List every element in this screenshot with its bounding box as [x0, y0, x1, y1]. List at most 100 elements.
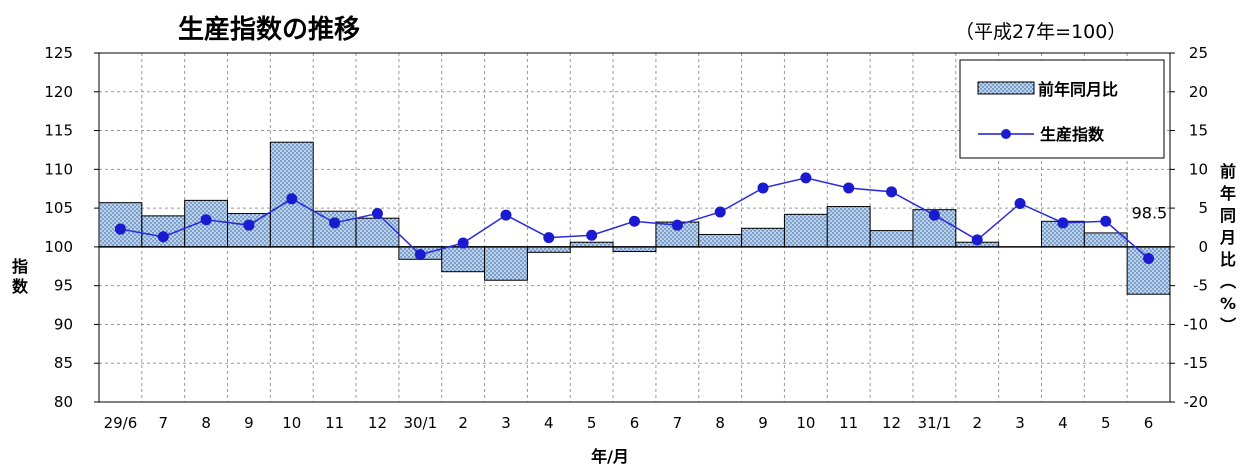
- right-axis-title-char: （: [1218, 273, 1237, 289]
- right-axis-title-char: %: [1220, 294, 1236, 313]
- legend-label-bar: 前年同月比: [1038, 80, 1118, 99]
- x-tick-label: 2: [458, 414, 468, 432]
- bar-8-14: [698, 233, 743, 248]
- right-axis-title-char: 月: [1219, 228, 1236, 247]
- x-tick-label: 2: [972, 414, 982, 432]
- x-tick-label: 5: [587, 414, 597, 432]
- x-tick-label: 5: [1101, 414, 1111, 432]
- point-11: [586, 229, 598, 241]
- left-axis-title-char: 数: [12, 277, 29, 296]
- annotation-98-5: 98.5: [1132, 204, 1168, 223]
- x-axis-ticks: 29/6 7 8 9 10 11 12 30/1 2 3 4 5 6 7 8 9 10 11 12 31/1 2 3 4 5 6: [104, 414, 1154, 432]
- left-tick-label: 85: [54, 354, 73, 372]
- point-0: [114, 223, 126, 235]
- point-19: [928, 209, 940, 221]
- point-5: [329, 217, 341, 229]
- x-tick-label: 12: [368, 414, 387, 432]
- x-tick-label: 3: [501, 414, 511, 432]
- bar-4-10: [526, 246, 571, 253]
- left-tick-label: 95: [54, 277, 73, 295]
- right-axis-title-char: 同: [1220, 206, 1236, 225]
- left-tick-label: 90: [54, 315, 73, 333]
- point-3: [243, 219, 255, 231]
- left-tick-label: 115: [44, 122, 73, 140]
- left-axis-ticks: 125 120 115 110 105 100 95 90 85 80: [44, 44, 99, 411]
- x-tick-label: 4: [544, 414, 554, 432]
- point-8: [457, 237, 469, 249]
- left-axis-title-char: 指: [12, 257, 28, 276]
- bar-12-6: [355, 217, 400, 248]
- point-23: [1100, 215, 1112, 227]
- point-17: [843, 182, 855, 194]
- left-tick-label: 110: [44, 160, 73, 178]
- point-7: [414, 249, 426, 261]
- legend-marker-swatch: [1001, 129, 1011, 139]
- x-tick-label: 29/6: [104, 414, 138, 432]
- legend-label-line: 生産指数: [1040, 125, 1105, 144]
- x-tick-label: 9: [758, 414, 768, 432]
- bar-11-5: [312, 210, 357, 248]
- right-tick-label: 15: [1189, 122, 1208, 140]
- point-2: [200, 214, 212, 226]
- x-tick-label: 6: [1144, 414, 1154, 432]
- point-1: [157, 231, 169, 243]
- bar-11-17: [826, 206, 871, 248]
- right-axis-title: 前年同月比 （% ）: [1218, 162, 1237, 333]
- right-tick-label: 20: [1189, 83, 1208, 101]
- bar-10-16: [783, 213, 828, 248]
- right-tick-label: -10: [1184, 315, 1209, 333]
- x-tick-label: 7: [673, 414, 683, 432]
- x-tick-label: 6: [630, 414, 640, 432]
- right-tick-label: 10: [1189, 160, 1208, 178]
- point-24: [1143, 253, 1155, 265]
- x-tick-label: 4: [1058, 414, 1068, 432]
- right-tick-label: -15: [1184, 354, 1209, 372]
- x-tick-label: 10: [796, 414, 815, 432]
- point-16: [800, 172, 812, 184]
- right-axis-ticks: 25 20 15 10 5 0 -5 -10 -15 -20: [1170, 44, 1208, 411]
- left-tick-label: 80: [54, 393, 73, 411]
- right-tick-label: 25: [1189, 44, 1208, 62]
- chart-title: 生産指数の推移: [178, 14, 360, 45]
- right-tick-label: -20: [1184, 393, 1209, 411]
- point-9: [500, 209, 512, 221]
- point-12: [629, 215, 640, 227]
- left-tick-label: 105: [44, 199, 73, 217]
- x-tick-label: 8: [715, 414, 725, 432]
- left-tick-label: 120: [44, 83, 73, 101]
- x-tick-label: 7: [158, 414, 168, 432]
- right-axis-title-char: 年: [1220, 184, 1236, 203]
- right-axis-title-char: 比: [1220, 250, 1236, 269]
- x-tick-label: 30/1: [403, 414, 437, 432]
- right-axis-title-char: ）: [1218, 317, 1237, 333]
- legend-box: [959, 59, 1165, 159]
- legend-bar-swatch: [977, 81, 1035, 95]
- plot-border: [98, 52, 1171, 403]
- right-tick-label: 0: [1198, 238, 1208, 256]
- right-axis-title-char: 前: [1220, 162, 1236, 181]
- left-tick-label: 100: [44, 238, 73, 256]
- x-tick-label: 10: [282, 414, 301, 432]
- point-20: [971, 234, 983, 246]
- x-tick-label: 3: [1015, 414, 1025, 432]
- chart-subtitle: （平成27年=100）: [955, 21, 1126, 43]
- x-tick-label: 11: [325, 414, 344, 432]
- bar-2-8: [441, 246, 486, 273]
- right-tick-label: -5: [1193, 277, 1208, 295]
- legend: 前年同月比 生産指数: [959, 59, 1165, 159]
- right-tick-label: 5: [1198, 199, 1208, 217]
- bar-12-18: [869, 230, 914, 248]
- point-15: [757, 182, 769, 194]
- point-6: [371, 208, 383, 220]
- point-21: [1014, 197, 1026, 209]
- point-18: [886, 186, 898, 198]
- x-tick-label: 8: [201, 414, 211, 432]
- bar-9-15: [741, 227, 785, 248]
- point-22: [1057, 217, 1069, 229]
- point-14: [714, 206, 726, 218]
- point-10: [543, 232, 555, 244]
- x-tick-label: 31/1: [918, 414, 952, 432]
- x-tick-label: 9: [244, 414, 254, 432]
